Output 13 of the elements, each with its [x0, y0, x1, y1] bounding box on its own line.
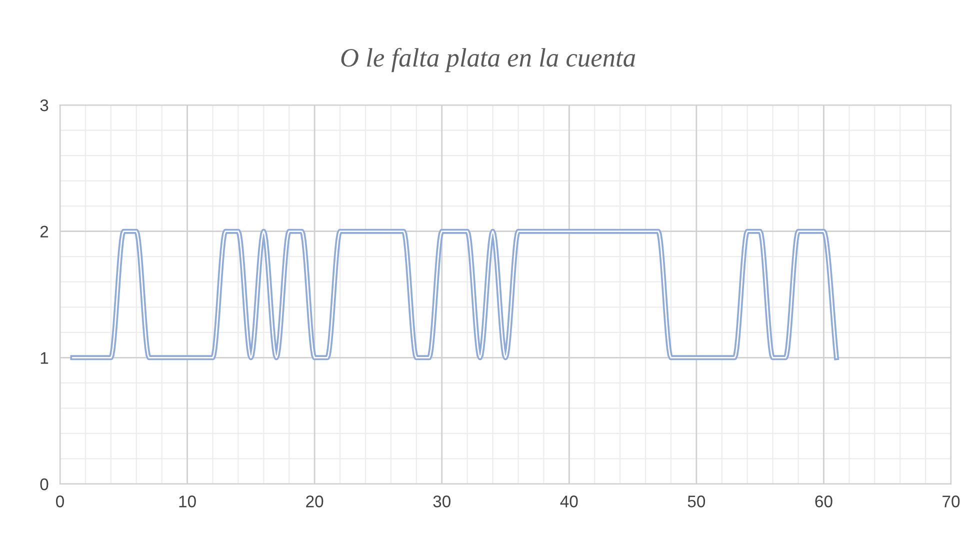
x-tick-label: 40 — [560, 496, 578, 508]
chart-title: O le falta plata en la cuenta — [341, 48, 636, 72]
x-tick-label: 70 — [942, 496, 960, 508]
y-tick-label: 2 — [40, 226, 48, 238]
y-tick-label: 0 — [40, 478, 48, 490]
x-tick-label: 20 — [306, 496, 324, 508]
y-tick-label: 3 — [40, 99, 48, 112]
x-tick-label: 50 — [688, 496, 706, 508]
x-tick-label: 10 — [179, 496, 196, 508]
x-tick-label: 0 — [56, 496, 64, 508]
y-tick-label: 1 — [40, 352, 48, 364]
x-tick-label: 60 — [815, 496, 832, 508]
x-tick-label: 30 — [433, 496, 450, 508]
